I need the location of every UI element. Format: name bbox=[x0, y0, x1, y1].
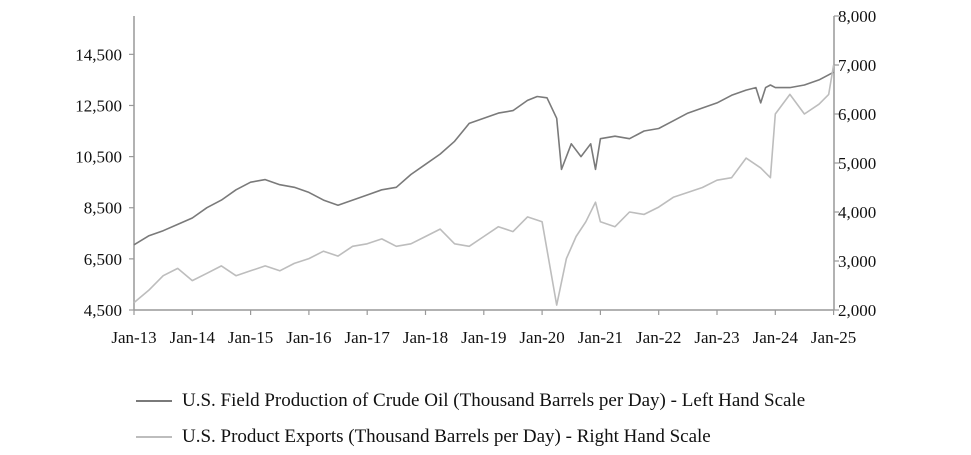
x-tick-label: Jan-18 bbox=[403, 328, 448, 347]
x-tick-label: Jan-14 bbox=[170, 328, 216, 347]
x-tick-label: Jan-17 bbox=[345, 328, 391, 347]
left-y-tick-label: 14,500 bbox=[75, 45, 122, 64]
right-y-tick-label: 6,000 bbox=[838, 105, 876, 124]
series-line-product-exports bbox=[133, 64, 835, 306]
left-y-tick-label: 6,500 bbox=[84, 250, 122, 269]
x-tick-label: Jan-13 bbox=[111, 328, 156, 347]
chart-axes: 4,500 6,500 8,500 10,500 12,500 14,500 2,000 3,… bbox=[75, 7, 876, 347]
right-y-tick-label: 5,000 bbox=[838, 154, 876, 173]
chart-legend: U.S. Field Production of Crude Oil (Thou… bbox=[136, 383, 805, 455]
series-layer bbox=[133, 64, 835, 306]
legend-item-crude-production: U.S. Field Production of Crude Oil (Thou… bbox=[136, 383, 805, 419]
legend-swatch-product-exports bbox=[136, 436, 172, 438]
x-tick-label: Jan-16 bbox=[286, 328, 331, 347]
left-y-tick-label: 12,500 bbox=[75, 96, 122, 115]
x-tick-label: Jan-21 bbox=[578, 328, 623, 347]
legend-swatch-crude-production bbox=[136, 400, 172, 402]
x-tick-label: Jan-23 bbox=[694, 328, 739, 347]
right-y-tick-label: 8,000 bbox=[838, 7, 876, 26]
series-line-crude-production bbox=[133, 71, 834, 246]
x-tick-label: Jan-20 bbox=[519, 328, 564, 347]
legend-label-crude-production: U.S. Field Production of Crude Oil (Thou… bbox=[182, 390, 806, 411]
left-y-tick-label: 4,500 bbox=[84, 301, 122, 320]
legend-label-product-exports: U.S. Product Exports (Thousand Barrels p… bbox=[182, 426, 711, 447]
left-y-tick-label: 10,500 bbox=[75, 148, 122, 167]
x-tick-label: Jan-25 bbox=[811, 328, 856, 347]
right-y-tick-label: 7,000 bbox=[838, 56, 876, 75]
left-y-tick-label: 8,500 bbox=[84, 199, 122, 218]
x-tick-label: Jan-19 bbox=[461, 328, 506, 347]
right-y-tick-label: 4,000 bbox=[838, 203, 876, 222]
right-y-tick-label: 2,000 bbox=[838, 301, 876, 320]
legend-item-product-exports: U.S. Product Exports (Thousand Barrels p… bbox=[136, 419, 805, 455]
x-tick-label: Jan-24 bbox=[753, 328, 799, 347]
x-tick-label: Jan-22 bbox=[636, 328, 681, 347]
x-tick-label: Jan-15 bbox=[228, 328, 273, 347]
right-y-tick-label: 3,000 bbox=[838, 252, 876, 271]
